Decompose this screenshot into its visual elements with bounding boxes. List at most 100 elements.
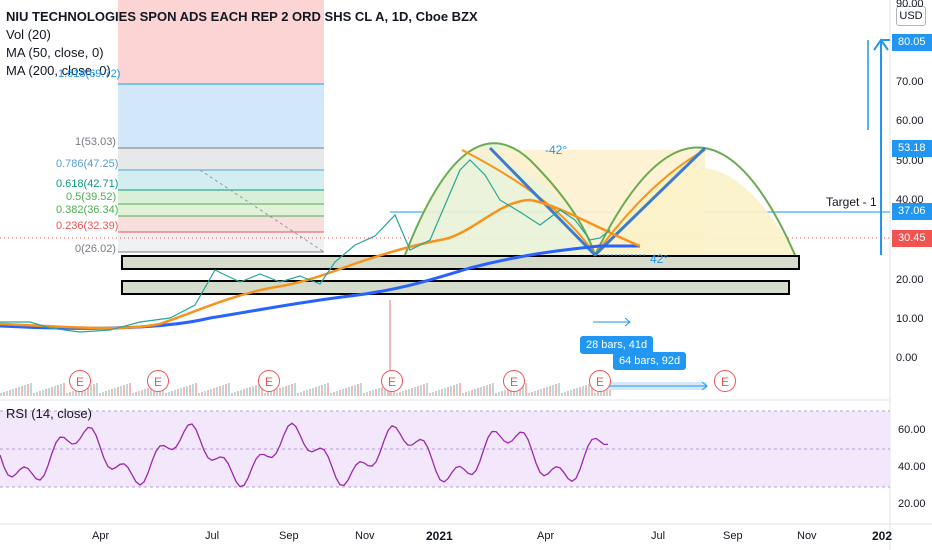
fib-label-0618: 0.618(42.71) <box>56 178 119 190</box>
volume-bar <box>468 391 470 396</box>
volume-bar <box>90 385 92 396</box>
time-axis-label: Sep <box>723 530 743 542</box>
bars-range-label-1[interactable]: 28 bars, 41d <box>580 336 654 354</box>
volume-bar <box>546 387 548 396</box>
volume-bar <box>33 393 35 396</box>
volume-bar <box>213 388 215 396</box>
volume-bar <box>552 385 554 396</box>
volume-bar <box>252 386 254 396</box>
angle-label-top[interactable]: -42° <box>545 143 568 157</box>
volume-bar <box>255 385 257 396</box>
volume-bar <box>582 386 584 396</box>
fib-label-0382: 0.382(36.34) <box>56 204 119 216</box>
volume-bar <box>96 383 98 396</box>
arc-right-line <box>594 146 796 256</box>
angle-label-bottom[interactable]: 42° <box>650 252 669 266</box>
currency-badge[interactable]: USD <box>896 6 926 26</box>
volume-bar <box>375 389 377 396</box>
volume-bar <box>99 393 101 396</box>
volume-bar <box>435 391 437 396</box>
volume-bar <box>354 385 356 396</box>
volume-bar <box>138 391 140 396</box>
volume-bar <box>204 391 206 396</box>
volume-bar <box>192 384 194 396</box>
support-zone-upper <box>121 255 800 270</box>
volume-bar <box>432 392 434 396</box>
volume-bar <box>534 391 536 396</box>
fib-zone-green2 <box>118 204 324 216</box>
volume-bar <box>150 387 152 396</box>
volume-bar <box>12 389 14 396</box>
time-axis-label: Jul <box>651 530 666 542</box>
volume-bar <box>132 393 134 396</box>
time-axis-label: Jul <box>205 530 220 542</box>
earnings-marker[interactable]: E <box>503 370 525 392</box>
earnings-marker[interactable]: E <box>381 370 403 392</box>
price-tag-current: 30.45 <box>892 230 932 247</box>
price-axis-label: 20.00 <box>896 274 924 286</box>
volume-bar <box>48 388 50 396</box>
volume-bar <box>228 383 230 396</box>
price-tag-37: 37.06 <box>892 203 932 220</box>
legend-volume[interactable]: Vol (20) <box>6 27 51 42</box>
volume-bar <box>225 384 227 396</box>
earnings-marker[interactable]: E <box>147 370 169 392</box>
volume-bar <box>399 392 401 396</box>
fib-label-0: 0(26.02) <box>75 243 116 255</box>
volume-bar <box>234 392 236 396</box>
volume-bar <box>219 386 221 396</box>
price-axis-label: 0.00 <box>896 352 918 364</box>
volume-bar <box>84 387 86 396</box>
volume-bar <box>324 384 326 396</box>
earnings-marker[interactable]: E <box>258 370 280 392</box>
volume-bar <box>363 393 365 396</box>
legend-ma200[interactable]: MA (200, close, 0) <box>6 63 111 78</box>
volume-bar <box>168 392 170 396</box>
volume-bar <box>531 392 533 396</box>
volume-bar <box>330 393 332 396</box>
volume-bar <box>444 388 446 396</box>
volume-bar <box>198 393 200 396</box>
trend-line-down <box>488 146 597 257</box>
volume-bar <box>339 390 341 396</box>
volume-bar <box>318 386 320 396</box>
volume-bar <box>60 384 62 396</box>
volume-bar <box>270 391 272 396</box>
volume-bar <box>483 386 485 396</box>
earnings-marker[interactable]: E <box>714 370 736 392</box>
volume-bar <box>543 388 545 396</box>
volume-bar <box>264 393 266 396</box>
volume-bar <box>450 386 452 396</box>
volume-bar <box>0 393 2 396</box>
target-label[interactable]: Target - 1 <box>826 195 877 209</box>
volume-bar <box>129 383 131 396</box>
volume-bar <box>144 389 146 396</box>
volume-bar <box>174 390 176 396</box>
volume-bar <box>462 393 464 396</box>
rsi-legend[interactable]: RSI (14, close) <box>6 406 92 421</box>
volume-bar <box>297 393 299 396</box>
volume-bar <box>309 389 311 396</box>
volume-bar <box>360 383 362 396</box>
volume-bar <box>465 392 467 396</box>
volume-bar <box>573 389 575 396</box>
volume-bar <box>405 390 407 396</box>
volume-bar <box>570 390 572 396</box>
volume-bar <box>117 387 119 396</box>
volume-bar <box>489 384 491 396</box>
bars-range-label-2[interactable]: 64 bars, 92d <box>613 352 687 370</box>
symbol-title[interactable]: NIU TECHNOLOGIES SPON ADS EACH REP 2 ORD… <box>6 9 478 24</box>
volume-bar <box>408 389 410 396</box>
earnings-marker[interactable]: E <box>69 370 91 392</box>
legend-ma50[interactable]: MA (50, close, 0) <box>6 45 104 60</box>
earnings-marker[interactable]: E <box>589 370 611 392</box>
volume-bar <box>540 389 542 396</box>
volume-bar <box>378 388 380 396</box>
volume-bar <box>312 388 314 396</box>
volume-bar <box>396 393 398 396</box>
volume-bar <box>402 391 404 396</box>
volume-bar <box>501 391 503 396</box>
volume-bar <box>447 387 449 396</box>
